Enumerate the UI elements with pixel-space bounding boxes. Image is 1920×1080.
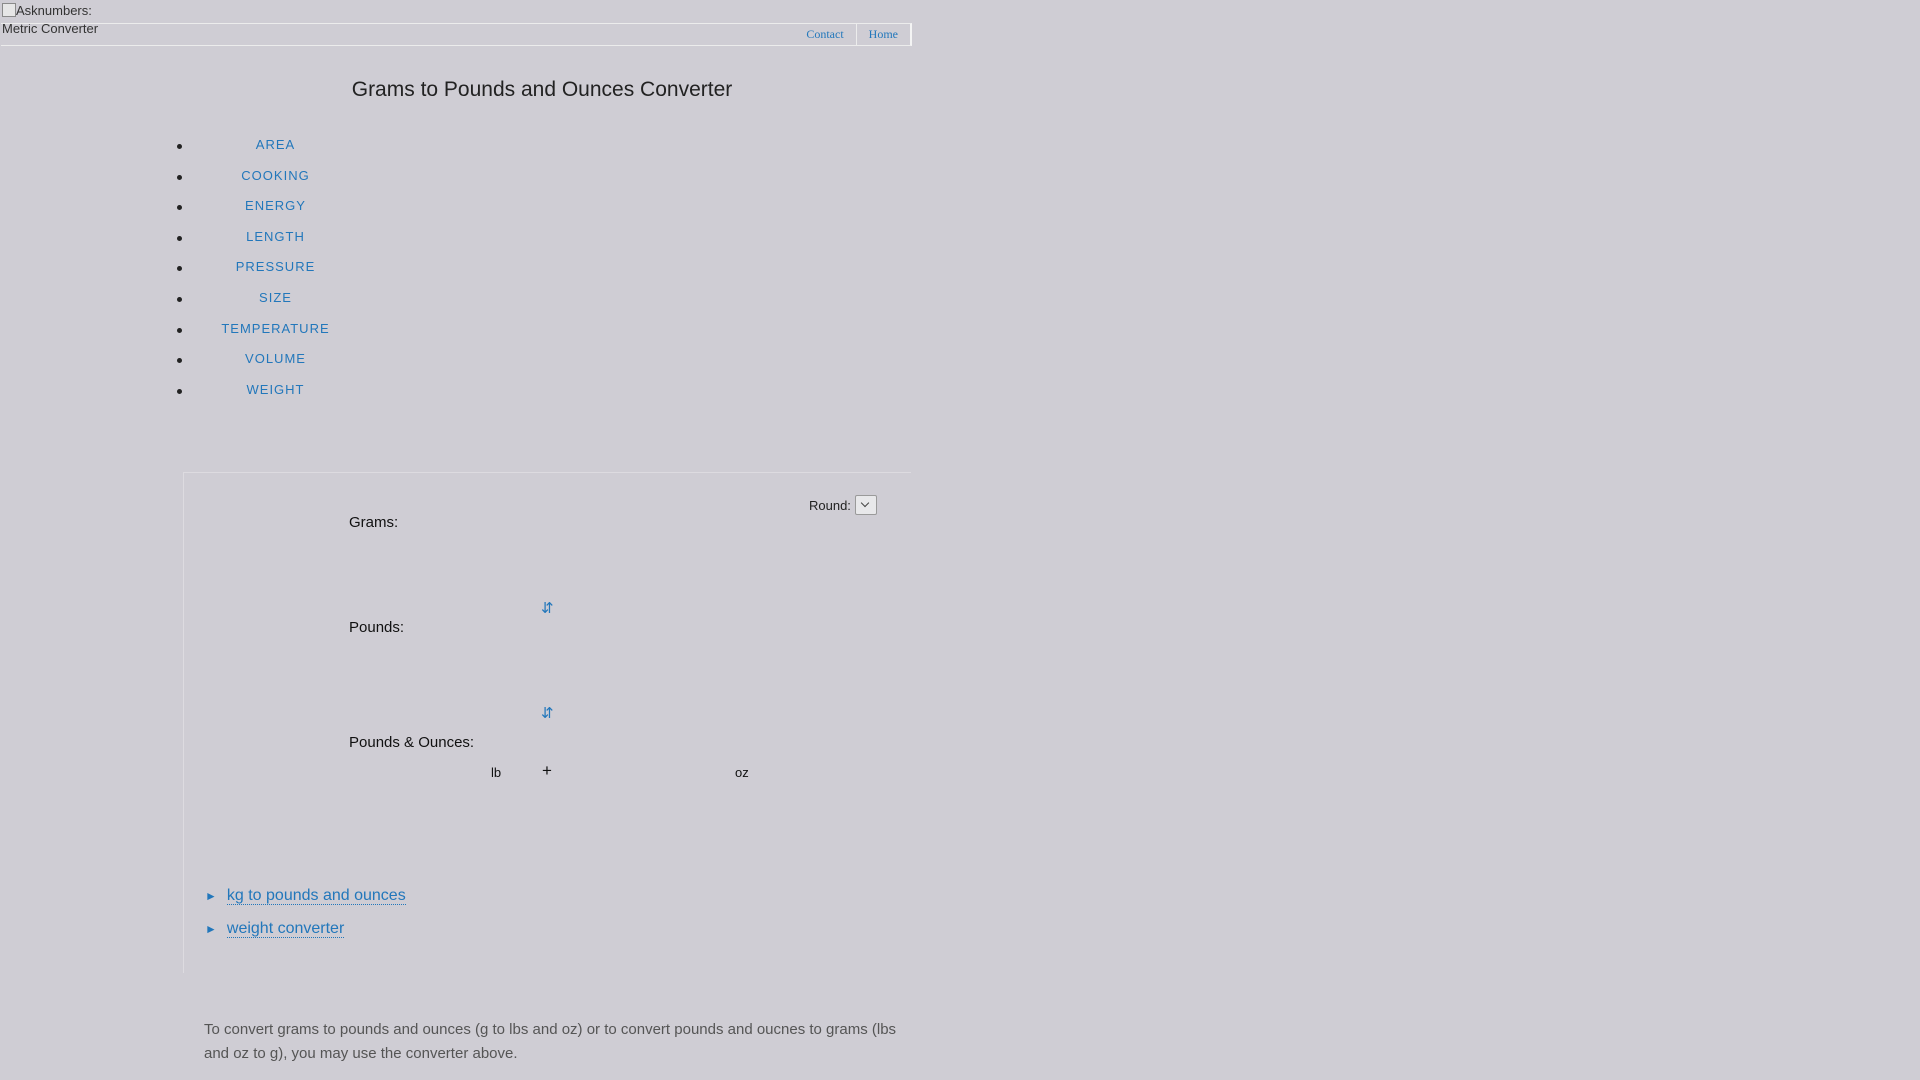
lb-unit: lb	[491, 765, 502, 780]
round-select[interactable]	[854, 495, 877, 515]
page-title: Grams to Pounds and Ounces Converter	[351, 78, 733, 101]
round-label: Round:	[809, 497, 851, 513]
category-link-size[interactable]: SIZE	[259, 289, 292, 305]
converter-panel	[183, 472, 911, 973]
kg-to-pounds-ounces-link[interactable]: kg to pounds and ounces	[226, 887, 406, 905]
grams-label: Grams:	[349, 514, 399, 531]
category-link-pressure[interactable]: PRESSURE	[235, 259, 316, 275]
category-item-volume: VOLUME	[177, 346, 371, 377]
description-text: To convert grams to pounds and ounces (g…	[204, 1021, 897, 1062]
category-link-weight[interactable]: WEIGHT	[246, 381, 305, 397]
related-links: ► kg to pounds and ounces ► weight convert…	[205, 884, 406, 950]
triangle-right-icon: ►	[205, 922, 217, 936]
related-item: ► weight converter	[205, 917, 406, 950]
top-bar: Contact Home	[1, 23, 912, 46]
site-logo[interactable]: Asknumbers: Metric Converter	[2, 2, 127, 38]
category-item-cooking: COOKING	[177, 163, 371, 194]
category-nav: AREA COOKING ENERGY LENGTH PRESSURE SIZE…	[177, 132, 371, 408]
category-item-area: AREA	[177, 132, 371, 163]
contact-link[interactable]: Contact	[806, 27, 844, 41]
swap-vertical-icon[interactable]: ⇵	[541, 705, 554, 722]
category-item-size: SIZE	[177, 285, 371, 316]
category-link-cooking[interactable]: COOKING	[241, 167, 310, 183]
pounds-label: Pounds:	[349, 619, 405, 636]
weight-converter-link[interactable]: weight converter	[226, 920, 345, 938]
top-nav: Contact Home	[794, 24, 910, 45]
category-link-volume[interactable]: VOLUME	[245, 351, 306, 367]
home-link[interactable]: Home	[855, 24, 910, 45]
plus-icon: +	[542, 761, 552, 780]
category-item-energy: ENERGY	[177, 193, 371, 224]
oz-unit: oz	[735, 765, 749, 780]
round-control: Round:	[809, 495, 877, 515]
category-item-length: LENGTH	[177, 224, 371, 255]
swap-vertical-icon[interactable]: ⇵	[541, 600, 554, 617]
category-link-length[interactable]: LENGTH	[246, 228, 305, 244]
category-link-temperature[interactable]: TEMPERATURE	[221, 320, 330, 336]
logo-alt-text: Asknumbers: Metric Converter	[2, 3, 99, 36]
category-item-weight: WEIGHT	[177, 377, 371, 408]
category-link-energy[interactable]: ENERGY	[245, 198, 306, 214]
category-item-pressure: PRESSURE	[177, 254, 371, 285]
category-link-area[interactable]: AREA	[255, 137, 296, 152]
triangle-right-icon: ►	[205, 889, 217, 903]
pounds-ounces-label: Pounds & Ounces:	[349, 734, 475, 751]
category-item-temperature: TEMPERATURE	[177, 316, 371, 347]
broken-image-icon	[2, 3, 16, 17]
related-item: ► kg to pounds and ounces	[205, 884, 406, 917]
